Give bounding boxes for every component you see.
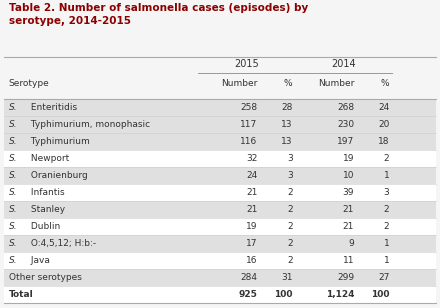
- Text: 2: 2: [384, 154, 389, 163]
- Text: 925: 925: [238, 290, 257, 299]
- Text: 24: 24: [246, 171, 257, 180]
- Text: S.: S.: [9, 222, 18, 231]
- Text: 2014: 2014: [331, 59, 356, 69]
- Text: 31: 31: [281, 273, 293, 282]
- Text: 39: 39: [343, 188, 354, 197]
- Text: 2: 2: [287, 188, 293, 197]
- Text: 284: 284: [240, 273, 257, 282]
- Text: Typhimurium, monophasic: Typhimurium, monophasic: [28, 120, 150, 129]
- Text: 20: 20: [378, 120, 389, 129]
- Text: Java: Java: [28, 256, 50, 265]
- Text: Number: Number: [318, 79, 354, 88]
- Text: 9: 9: [348, 239, 354, 248]
- Text: 17: 17: [246, 239, 257, 248]
- Text: 11: 11: [343, 256, 354, 265]
- Text: Infantis: Infantis: [28, 188, 64, 197]
- Text: Total: Total: [9, 290, 33, 299]
- Text: 116: 116: [240, 137, 257, 146]
- FancyBboxPatch shape: [4, 286, 436, 303]
- Text: 1: 1: [384, 256, 389, 265]
- Text: 28: 28: [281, 103, 293, 112]
- Text: S.: S.: [9, 256, 18, 265]
- Text: 117: 117: [240, 120, 257, 129]
- Text: 2: 2: [287, 256, 293, 265]
- Text: 2: 2: [287, 222, 293, 231]
- Text: S.: S.: [9, 239, 18, 248]
- FancyBboxPatch shape: [4, 116, 436, 133]
- Text: 18: 18: [378, 137, 389, 146]
- Text: 268: 268: [337, 103, 354, 112]
- FancyBboxPatch shape: [4, 150, 436, 167]
- Text: Other serotypes: Other serotypes: [9, 273, 82, 282]
- Text: Typhimurium: Typhimurium: [28, 137, 89, 146]
- Text: 100: 100: [274, 290, 293, 299]
- FancyBboxPatch shape: [4, 218, 436, 235]
- Text: 1,124: 1,124: [326, 290, 354, 299]
- Text: S.: S.: [9, 154, 18, 163]
- Text: 21: 21: [246, 205, 257, 214]
- Text: S.: S.: [9, 103, 18, 112]
- Text: Oranienburg: Oranienburg: [28, 171, 88, 180]
- Text: 299: 299: [337, 273, 354, 282]
- Text: 19: 19: [343, 154, 354, 163]
- Text: Stanley: Stanley: [28, 205, 65, 214]
- Text: 197: 197: [337, 137, 354, 146]
- FancyBboxPatch shape: [4, 99, 436, 116]
- Text: 24: 24: [378, 103, 389, 112]
- Text: S.: S.: [9, 137, 18, 146]
- Text: 2: 2: [287, 205, 293, 214]
- Text: S.: S.: [9, 188, 18, 197]
- FancyBboxPatch shape: [4, 167, 436, 184]
- Text: 10: 10: [343, 171, 354, 180]
- Text: %: %: [381, 79, 389, 88]
- Text: 258: 258: [240, 103, 257, 112]
- FancyBboxPatch shape: [4, 184, 436, 201]
- Text: 3: 3: [384, 188, 389, 197]
- Text: 2015: 2015: [234, 59, 259, 69]
- Text: 2: 2: [384, 205, 389, 214]
- FancyBboxPatch shape: [4, 133, 436, 150]
- Text: S.: S.: [9, 120, 18, 129]
- Text: Table 2. Number of salmonella cases (episodes) by
serotype, 2014-2015: Table 2. Number of salmonella cases (epi…: [9, 3, 308, 26]
- Text: 100: 100: [371, 290, 389, 299]
- Text: S.: S.: [9, 171, 18, 180]
- Text: 19: 19: [246, 222, 257, 231]
- Text: 3: 3: [287, 171, 293, 180]
- Text: 27: 27: [378, 273, 389, 282]
- Text: 2: 2: [287, 239, 293, 248]
- Text: 230: 230: [337, 120, 354, 129]
- Text: 21: 21: [246, 188, 257, 197]
- Text: 13: 13: [281, 137, 293, 146]
- Text: Number: Number: [221, 79, 257, 88]
- FancyBboxPatch shape: [4, 235, 436, 252]
- Text: Dublin: Dublin: [28, 222, 60, 231]
- Text: 13: 13: [281, 120, 293, 129]
- Text: Serotype: Serotype: [9, 79, 50, 88]
- FancyBboxPatch shape: [4, 252, 436, 269]
- Text: S.: S.: [9, 205, 18, 214]
- Text: %: %: [284, 79, 293, 88]
- FancyBboxPatch shape: [4, 269, 436, 286]
- Text: 2: 2: [384, 222, 389, 231]
- Text: 21: 21: [343, 222, 354, 231]
- FancyBboxPatch shape: [4, 201, 436, 218]
- Text: 21: 21: [343, 205, 354, 214]
- Text: 16: 16: [246, 256, 257, 265]
- Text: 1: 1: [384, 171, 389, 180]
- Text: 3: 3: [287, 154, 293, 163]
- Text: Newport: Newport: [28, 154, 69, 163]
- Text: 1: 1: [384, 239, 389, 248]
- Text: 32: 32: [246, 154, 257, 163]
- Text: O:4,5,12; H:b:-: O:4,5,12; H:b:-: [28, 239, 96, 248]
- Text: Enteritidis: Enteritidis: [28, 103, 77, 112]
